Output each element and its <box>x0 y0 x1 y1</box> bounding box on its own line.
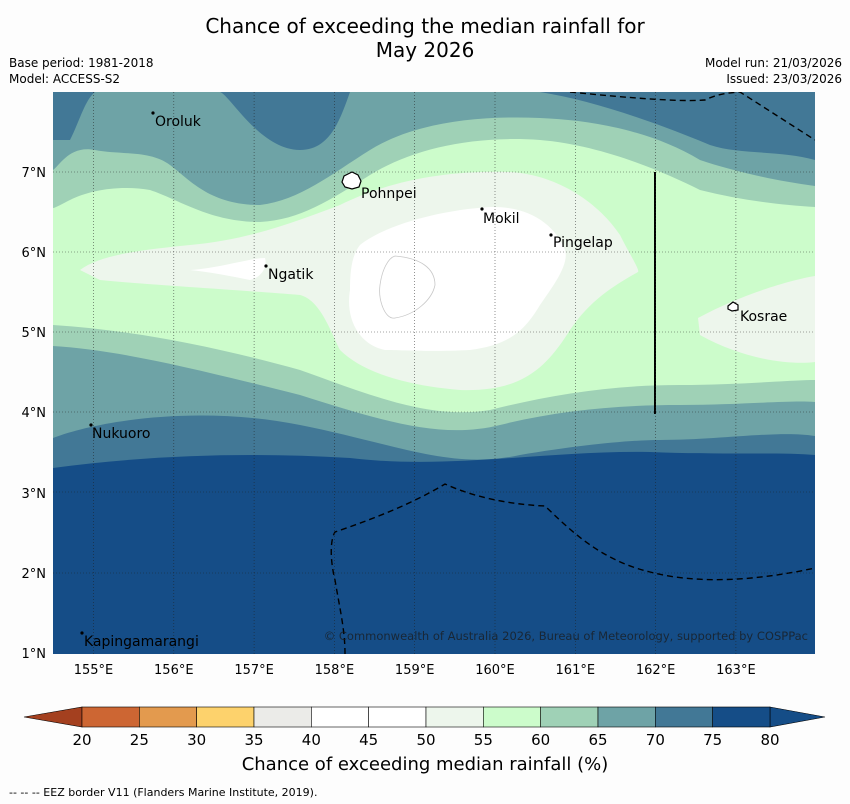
colorbar-title: Chance of exceeding median rainfall (%) <box>241 754 609 775</box>
colorbar-tick-55: 55 <box>474 731 493 749</box>
copyright-text: © Commonwealth of Australia 2026, Bureau… <box>324 629 808 643</box>
colorbar-cell-30 <box>196 706 255 728</box>
oroluk-marker <box>151 111 155 115</box>
colorbar-cell-40 <box>311 706 369 728</box>
lon-tick-158: 158°E <box>315 663 355 678</box>
colorbar-cell-20 <box>81 706 140 728</box>
label-kapingamarangi: Kapingamarangi <box>84 634 199 650</box>
nukuoro-marker <box>89 423 93 427</box>
pohnpei-outline <box>341 171 362 190</box>
islands <box>80 111 739 635</box>
probability-contours <box>53 92 815 654</box>
lon-tick-160: 160°E <box>475 663 515 678</box>
colorbar-cell-65 <box>597 706 656 728</box>
colorbar-tick-35: 35 <box>244 731 263 749</box>
meta-right: Model run: 21/03/2026 Issued: 23/03/2026 <box>705 55 842 87</box>
colorbar: 20 25 30 35 40 45 50 55 60 65 70 75 80 <box>23 706 826 749</box>
colorbar-tick-40: 40 <box>302 731 321 749</box>
inner-contour <box>379 255 436 319</box>
colorbar-cell-55 <box>483 706 541 728</box>
colorbar-tick-65: 65 <box>588 731 607 749</box>
colorbar-tick-25: 25 <box>130 731 149 749</box>
colorbar-tick-30: 30 <box>187 731 206 749</box>
lat-tick-3: 3°N <box>22 487 47 502</box>
lon-tick-159: 159°E <box>395 663 435 678</box>
eez-footnote: -- -- -- EEZ border V11 (Flanders Marine… <box>9 786 318 799</box>
colorbar-tick-50: 50 <box>416 731 435 749</box>
kosrae-outline <box>727 301 739 312</box>
meta-left: Base period: 1981-2018 Model: ACCESS-S2 <box>9 55 154 87</box>
title-line-2: May 2026 <box>375 38 475 62</box>
colorbar-cell-75 <box>712 706 771 728</box>
colorbar-under-arrow <box>23 706 83 728</box>
colorbar-tick-45: 45 <box>359 731 378 749</box>
lon-tick-156: 156°E <box>154 663 194 678</box>
lat-tick-7: 7°N <box>22 166 47 181</box>
colorbar-over-arrow <box>769 706 826 728</box>
colorbar-tick-20: 20 <box>72 731 91 749</box>
eez-borders <box>330 92 815 654</box>
model-run: Model run: 21/03/2026 <box>704 56 842 70</box>
band-45-50 <box>190 206 566 351</box>
base-period: Base period: 1981-2018 <box>9 56 154 70</box>
lat-tick-2: 2°N <box>22 567 47 582</box>
colorbar-tick-70: 70 <box>646 731 665 749</box>
label-pingelap: Pingelap <box>553 235 613 251</box>
colorbar-cell-70 <box>655 706 713 728</box>
eez-border-south <box>330 483 815 654</box>
label-mokil: Mokil <box>483 211 520 227</box>
colorbar-tick-80: 80 <box>760 731 779 749</box>
ngatik-marker <box>264 264 268 268</box>
lon-tick-157: 157°E <box>234 663 274 678</box>
lat-tick-5: 5°N <box>22 326 47 341</box>
label-ngatik: Ngatik <box>268 267 314 283</box>
label-kosrae: Kosrae <box>740 309 787 325</box>
pingelap-marker <box>549 233 553 237</box>
map-title: Chance of exceeding the median rainfall … <box>0 14 850 62</box>
kapinga-marker <box>80 631 84 635</box>
issued-date: Issued: 23/03/2026 <box>726 72 842 86</box>
label-oroluk: Oroluk <box>155 114 202 130</box>
lon-axis-labels: 155°E 156°E 157°E 158°E 159°E 160°E 161°… <box>74 663 756 678</box>
colorbar-cell-60 <box>540 706 599 728</box>
colorbar-tick-75: 75 <box>703 731 722 749</box>
label-nukuoro: Nukuoro <box>92 426 150 442</box>
lon-tick-163: 163°E <box>716 663 756 678</box>
mokil-marker <box>480 207 484 211</box>
lon-tick-155: 155°E <box>74 663 114 678</box>
lon-tick-161: 161°E <box>556 663 596 678</box>
colorbar-cell-35 <box>253 706 312 728</box>
lat-tick-1: 1°N <box>22 647 47 662</box>
label-pohnpei: Pohnpei <box>361 186 417 202</box>
colorbar-cell-50 <box>425 706 484 728</box>
title-line-1: Chance of exceeding the median rainfall … <box>205 14 645 38</box>
lat-axis-labels: 1°N 2°N 3°N 4°N 5°N 6°N 7°N <box>22 166 47 662</box>
lat-tick-6: 6°N <box>22 246 47 261</box>
colorbar-cell-45 <box>368 706 427 728</box>
colorbar-cell-25 <box>139 706 197 728</box>
lon-tick-162: 162°E <box>636 663 676 678</box>
graticule <box>53 92 815 654</box>
colorbar-tick-60: 60 <box>531 731 550 749</box>
lat-tick-4: 4°N <box>22 406 47 421</box>
place-labels: Oroluk Pohnpei Mokil Pingelap Ngatik Kos… <box>84 114 787 650</box>
eez-border-ne <box>569 92 815 141</box>
model-name: Model: ACCESS-S2 <box>9 72 121 86</box>
